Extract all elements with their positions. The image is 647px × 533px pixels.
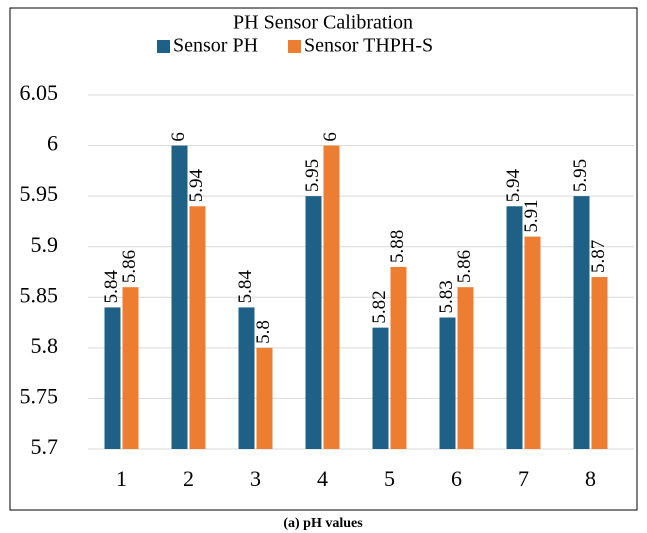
caption: (a) pH values bbox=[283, 516, 363, 531]
x-tick-label: 7 bbox=[518, 466, 529, 491]
bar bbox=[104, 307, 121, 449]
data-label: 6 bbox=[320, 132, 341, 142]
y-tick-label: 6.05 bbox=[20, 80, 59, 105]
y-tick-label: 5.75 bbox=[20, 383, 59, 408]
y-tick-label: 5.85 bbox=[20, 282, 59, 307]
data-label: 5.86 bbox=[454, 250, 475, 283]
x-tick-label: 1 bbox=[116, 466, 127, 491]
bar bbox=[189, 206, 206, 449]
y-tick-label: 5.7 bbox=[31, 434, 59, 459]
x-tick-label: 2 bbox=[183, 466, 194, 491]
data-label: 5.94 bbox=[186, 169, 207, 203]
bar bbox=[171, 145, 188, 450]
bar bbox=[256, 347, 273, 449]
y-tick-label: 5.9 bbox=[31, 232, 59, 257]
legend-label: Sensor PH bbox=[173, 35, 258, 57]
bar bbox=[457, 287, 474, 449]
bar bbox=[238, 307, 255, 449]
bar bbox=[506, 206, 523, 449]
bar bbox=[573, 196, 590, 449]
data-label: 5.88 bbox=[387, 230, 408, 263]
bar bbox=[323, 145, 340, 450]
data-label: 5.84 bbox=[101, 270, 122, 304]
data-label: 5.82 bbox=[369, 290, 390, 323]
data-label: 5.86 bbox=[119, 250, 140, 283]
bar bbox=[372, 327, 389, 449]
data-label: 5.8 bbox=[253, 320, 274, 344]
bar bbox=[439, 317, 456, 449]
data-label: 5.94 bbox=[503, 169, 524, 203]
x-tick-label: 3 bbox=[250, 466, 261, 491]
y-tick-label: 6 bbox=[47, 131, 58, 156]
bar bbox=[524, 236, 541, 449]
y-tick-label: 5.8 bbox=[31, 333, 59, 358]
data-label: 5.83 bbox=[436, 280, 457, 313]
chart-title: PH Sensor Calibration bbox=[233, 12, 413, 34]
y-tick-label: 5.95 bbox=[20, 181, 59, 206]
data-label: 5.95 bbox=[302, 159, 323, 192]
data-label: 5.91 bbox=[521, 199, 542, 232]
data-label: 5.84 bbox=[235, 270, 256, 304]
bar bbox=[122, 287, 139, 449]
legend-swatch bbox=[288, 40, 302, 53]
x-tick-label: 6 bbox=[451, 466, 462, 491]
data-label: 5.95 bbox=[570, 159, 591, 192]
x-tick-label: 4 bbox=[317, 466, 328, 491]
legend-swatch bbox=[157, 40, 170, 53]
bar bbox=[390, 266, 407, 449]
legend-label: Sensor THPH-S bbox=[304, 35, 433, 57]
x-tick-label: 5 bbox=[384, 466, 395, 491]
data-label: 6 bbox=[168, 132, 189, 142]
data-label: 5.87 bbox=[588, 240, 609, 273]
bar bbox=[305, 196, 322, 449]
x-tick-label: 8 bbox=[585, 466, 596, 491]
bar bbox=[591, 277, 608, 449]
